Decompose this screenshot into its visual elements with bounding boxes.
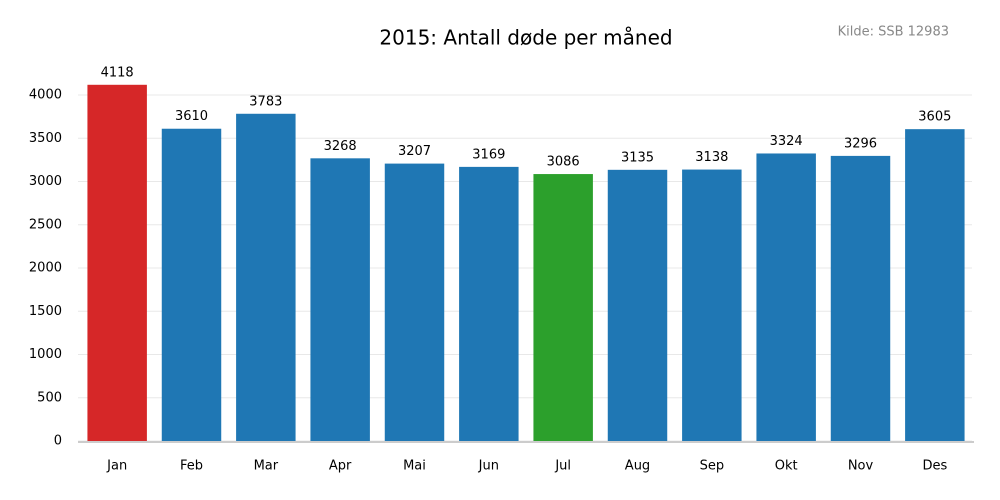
data-label: 3207 <box>398 144 431 159</box>
y-tick-label: 2500 <box>29 217 62 232</box>
x-tick-label: Jan <box>106 459 127 474</box>
bar <box>459 166 519 441</box>
data-label: 3135 <box>621 150 654 165</box>
x-tick-label: Nov <box>848 459 874 474</box>
source-note: Kilde: SSB 12983 <box>838 25 949 40</box>
x-tick-label: Mar <box>254 459 279 474</box>
y-tick-label: 500 <box>37 390 62 405</box>
bar <box>682 169 742 442</box>
bar <box>161 128 222 442</box>
data-label: 3610 <box>175 109 208 124</box>
data-label: 3296 <box>844 136 877 151</box>
data-label: 4118 <box>101 65 134 80</box>
bar <box>756 153 816 441</box>
data-label: 3086 <box>547 155 580 170</box>
y-tick-label: 3000 <box>29 174 62 189</box>
bar <box>830 155 891 441</box>
data-label: 3169 <box>472 147 505 162</box>
chart-title: 2015: Antall døde per måned <box>379 26 672 50</box>
data-label: 3268 <box>324 139 357 154</box>
x-tick-label: Mai <box>403 459 426 474</box>
data-label: 3324 <box>770 134 803 149</box>
data-label: 3605 <box>918 110 951 125</box>
x-tick-label: Okt <box>775 459 798 474</box>
data-label: 3783 <box>249 94 282 109</box>
x-tick-label: Apr <box>329 459 352 474</box>
x-tick-label: Sep <box>700 459 725 474</box>
x-tick-label: Feb <box>180 459 203 474</box>
bar <box>607 169 668 441</box>
y-tick-label: 2000 <box>29 261 62 276</box>
data-label: 3138 <box>695 150 728 165</box>
bar <box>905 129 965 442</box>
y-tick-label: 4000 <box>29 88 62 103</box>
y-tick-label: 3500 <box>29 131 62 146</box>
y-tick-label: 1500 <box>29 304 62 319</box>
bar <box>236 113 296 441</box>
x-tick-label: Jun <box>478 459 499 474</box>
x-tick-label: Aug <box>625 459 650 474</box>
bar <box>384 163 445 442</box>
y-tick-label: 0 <box>54 434 62 449</box>
x-tick-label: Des <box>922 459 947 474</box>
bar <box>533 174 593 441</box>
bar <box>310 158 370 441</box>
bar <box>87 84 147 441</box>
x-tick-label: Jul <box>554 459 571 474</box>
y-tick-label: 1000 <box>29 347 62 362</box>
